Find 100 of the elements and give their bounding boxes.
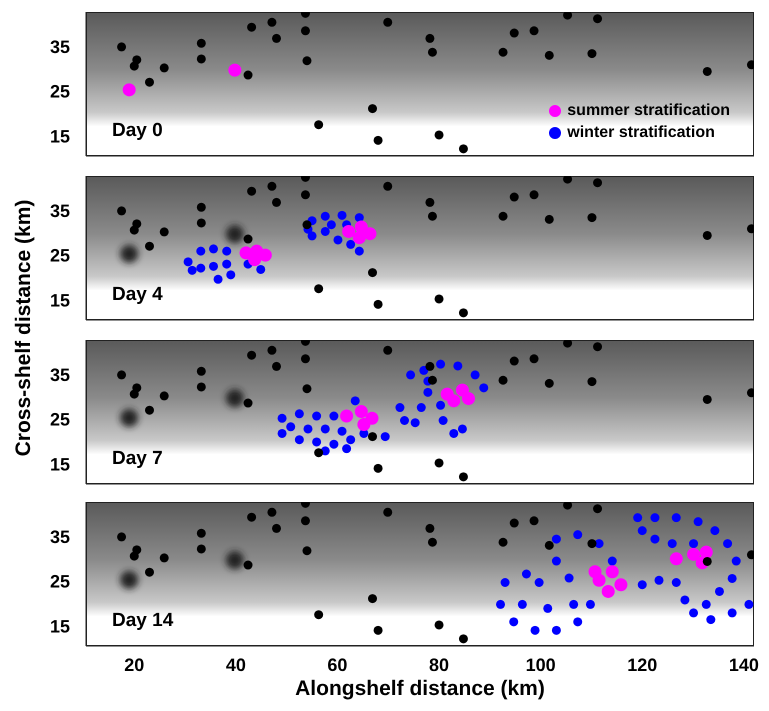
point [244, 398, 253, 408]
point [383, 182, 392, 191]
point [702, 600, 711, 609]
point [573, 530, 582, 540]
point [458, 144, 468, 154]
point [350, 396, 360, 406]
point [209, 262, 218, 271]
point [326, 220, 336, 230]
y-tick-label: 15 [50, 454, 70, 474]
legend-label: summer stratification [567, 101, 730, 121]
point [723, 539, 732, 548]
point [278, 428, 287, 438]
point [196, 544, 206, 554]
point [592, 574, 606, 587]
point [428, 48, 437, 57]
point [602, 584, 615, 598]
x-tick-label: 80 [429, 654, 450, 675]
point [544, 214, 554, 224]
point [196, 54, 206, 64]
y-tick-label: 25 [50, 82, 70, 102]
point [672, 578, 681, 587]
point [458, 424, 467, 434]
point [145, 78, 154, 87]
point [458, 472, 468, 482]
y-tick-label: 15 [50, 616, 70, 636]
point [587, 539, 596, 548]
point [342, 444, 352, 454]
point [650, 513, 660, 522]
x-tick-label: 20 [124, 654, 144, 675]
point [710, 526, 720, 536]
point [593, 504, 602, 514]
point [593, 342, 602, 352]
point [130, 62, 139, 71]
point [543, 604, 552, 613]
point [510, 192, 519, 202]
point [244, 70, 253, 80]
point [434, 458, 444, 468]
point [587, 213, 596, 222]
point [728, 608, 737, 618]
point [569, 600, 578, 609]
point [633, 513, 642, 522]
point [329, 440, 338, 449]
point [286, 422, 296, 432]
point [608, 556, 617, 566]
point [342, 224, 356, 238]
point [196, 38, 206, 48]
point [196, 264, 206, 273]
point [214, 274, 223, 284]
point [423, 388, 432, 397]
point [196, 366, 206, 376]
point [462, 392, 476, 406]
annotation: Day 4 [112, 284, 163, 306]
point [267, 18, 276, 27]
point [449, 428, 458, 438]
point [196, 202, 206, 212]
point [346, 435, 356, 444]
point [196, 382, 206, 392]
point [552, 626, 561, 635]
point [228, 64, 242, 77]
point [400, 416, 410, 425]
point [209, 244, 218, 254]
x-tick-label: 60 [327, 654, 348, 675]
x-tick-label: 100 [526, 654, 556, 675]
point [425, 362, 434, 371]
point [312, 437, 322, 446]
point [458, 308, 468, 318]
point [552, 556, 561, 566]
annotation: Day 7 [112, 448, 163, 470]
point [278, 414, 287, 423]
point [314, 610, 324, 620]
point [354, 405, 368, 418]
point [702, 230, 712, 240]
point [606, 565, 619, 578]
point [510, 28, 519, 38]
point [338, 210, 347, 220]
y-tick-label: 15 [50, 126, 70, 146]
point [294, 409, 304, 418]
point [425, 198, 434, 207]
point [522, 570, 531, 578]
point [267, 182, 276, 191]
point [272, 524, 281, 533]
point [380, 432, 390, 442]
point [428, 212, 437, 221]
point [614, 578, 628, 592]
point [196, 528, 206, 538]
point [312, 412, 322, 421]
point [226, 389, 244, 408]
point [694, 517, 703, 526]
point [728, 574, 737, 583]
point [247, 350, 256, 360]
point [425, 34, 434, 43]
point [702, 556, 712, 566]
point [314, 448, 324, 458]
point [196, 218, 206, 228]
point [498, 48, 508, 57]
point [530, 190, 539, 200]
point [320, 226, 330, 236]
point [458, 634, 468, 644]
point [160, 391, 169, 400]
point [145, 406, 154, 415]
